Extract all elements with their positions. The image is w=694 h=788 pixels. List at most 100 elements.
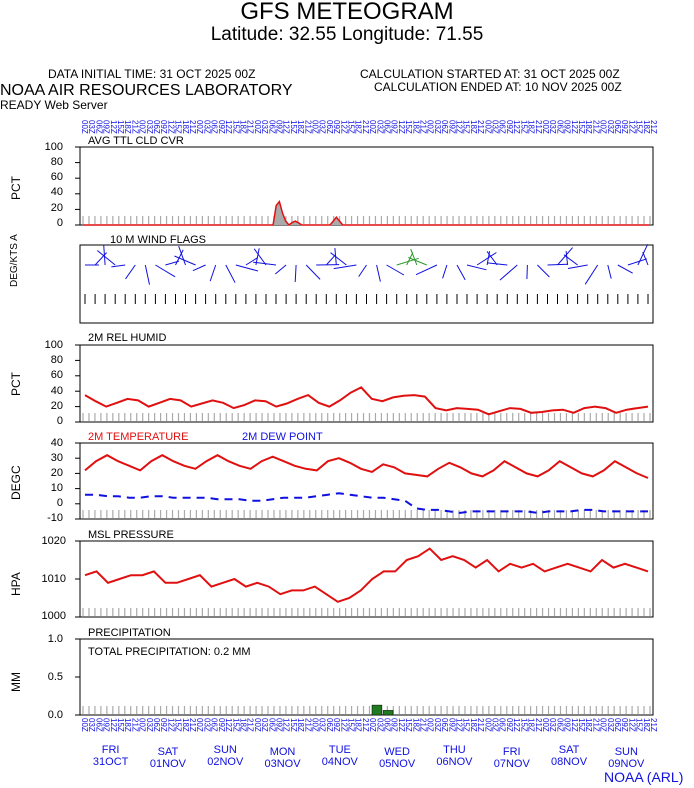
bottom-hour-tick: 09Z xyxy=(563,718,572,732)
bottom-hour-tick: 09Z xyxy=(620,718,629,732)
precip-bar xyxy=(382,710,394,716)
cloud-ytick: 100 xyxy=(44,141,63,153)
bottom-hour-tick: 18Z xyxy=(527,718,536,732)
wind-flag xyxy=(487,262,508,266)
day-date: 07NOV xyxy=(493,758,530,770)
day-label: TUE 04NOV xyxy=(315,744,365,768)
mslp-frame xyxy=(79,540,654,618)
wind-flag xyxy=(125,264,136,280)
bottom-hour-tick: 03Z xyxy=(375,718,384,732)
top-hour-tick: 18Z xyxy=(354,120,363,134)
top-hour-tick: 06Z xyxy=(613,120,622,134)
wind-frame xyxy=(79,244,654,324)
rh-ytick: 0 xyxy=(56,415,63,427)
temp-ytick: 30 xyxy=(50,452,63,464)
mslp-ytick: 1010 xyxy=(41,573,66,585)
day-name: SAT xyxy=(558,744,580,756)
rh-frame xyxy=(79,344,654,423)
top-hour-tick: 12Z xyxy=(224,120,233,134)
wind-flag xyxy=(209,264,217,282)
temp-ytick: -10 xyxy=(47,512,63,524)
bottom-hour-tick: 12Z xyxy=(512,718,521,732)
lab-name: NOAA AIR RESOURCES LABORATORY xyxy=(0,82,293,99)
wind-flag xyxy=(294,264,297,283)
bottom-hour-tick: 09Z xyxy=(102,718,111,732)
day-name: FRI xyxy=(502,746,521,758)
wind-flag xyxy=(178,246,186,266)
precip-ytick: 0.0 xyxy=(47,709,63,721)
bottom-hour-tick: 21Z xyxy=(476,718,485,732)
bottom-hour-tick: 15Z xyxy=(231,718,240,732)
top-hour-tick: 03Z xyxy=(87,120,96,134)
top-hour-tick: 21Z xyxy=(361,120,370,134)
day-label: FRI 31OCT xyxy=(86,744,136,768)
top-hour-tick: 00Z xyxy=(138,120,147,134)
top-hour-tick: 18Z xyxy=(123,120,132,134)
top-hour-tick: 18Z xyxy=(642,120,651,134)
top-hour-tick: 03Z xyxy=(145,120,154,134)
top-hour-tick: 15Z xyxy=(404,120,413,134)
top-hour-tick: 03Z xyxy=(202,120,211,134)
top-hour-tick: 18Z xyxy=(411,120,420,134)
bottom-hour-tick: 15Z xyxy=(519,718,528,732)
wind-flag xyxy=(476,252,497,266)
top-hour-tick: 18Z xyxy=(181,120,190,134)
mslp-ytick: 1020 xyxy=(41,535,66,547)
wind-flag xyxy=(358,264,367,277)
day-name: MON xyxy=(269,746,296,758)
top-hour-tick: 03Z xyxy=(491,120,500,134)
rh-ytick: 60 xyxy=(50,369,63,381)
bottom-hour-tick: 03Z xyxy=(548,718,557,732)
bottom-hour-tick: 06Z xyxy=(152,718,161,732)
day-label: SAT 08NOV xyxy=(544,744,594,768)
bottom-hour-tick: 12Z xyxy=(627,718,636,732)
top-hour-tick: 00Z xyxy=(80,120,89,134)
top-hour-tick: 21Z xyxy=(303,120,312,134)
top-hour-tick: 06Z xyxy=(267,120,276,134)
bottom-hour-tick: 03Z xyxy=(606,718,615,732)
day-date: 31OCT xyxy=(92,756,129,768)
bottom-hour-tick: 18Z xyxy=(354,718,363,732)
bottom-hour-tick: 21Z xyxy=(303,718,312,732)
bottom-hour-tick: 18Z xyxy=(469,718,478,732)
wind-flag xyxy=(245,257,258,266)
top-hour-tick: 06Z xyxy=(383,120,392,134)
top-hour-tick: 12Z xyxy=(570,120,579,134)
wind-flag xyxy=(486,251,498,266)
top-hour-tick: 06Z xyxy=(498,120,507,134)
bottom-hour-tick: 00Z xyxy=(195,718,204,732)
cloud-ytick: 40 xyxy=(50,186,63,198)
data-initial-time: DATA INITIAL TIME: 31 OCT 2025 00Z xyxy=(48,67,256,81)
cloud-ytick: 20 xyxy=(50,202,63,214)
cloud-title: AVG TTL CLD CVR xyxy=(88,135,184,147)
rh-ytick: 40 xyxy=(50,385,63,397)
bottom-hour-tick: 06Z xyxy=(498,718,507,732)
top-hour-tick: 09Z xyxy=(620,120,629,134)
wind-flag xyxy=(607,264,612,279)
top-hour-tick: 06Z xyxy=(555,120,564,134)
bottom-hour-tick: 21Z xyxy=(419,718,428,732)
wind-flag xyxy=(442,264,448,279)
wind-flag xyxy=(253,248,267,266)
bottom-hour-tick: 18Z xyxy=(123,718,132,732)
bottom-hour-tick: 21Z xyxy=(188,718,197,732)
top-hour-tick: 12Z xyxy=(166,120,175,134)
day-label: MON 03NOV xyxy=(258,746,308,770)
bottom-hour-tick: 18Z xyxy=(411,718,420,732)
bottom-hour-tick: 00Z xyxy=(253,718,262,732)
footer-credit: NOAA (ARL) xyxy=(604,769,684,785)
temperature-line xyxy=(84,454,649,479)
day-name: WED xyxy=(384,746,410,758)
wind-flag xyxy=(642,251,649,266)
wind-flag xyxy=(499,264,518,281)
top-hour-tick: 15Z xyxy=(174,120,183,134)
wind-flag xyxy=(325,254,337,266)
wind-flag xyxy=(567,264,588,269)
bottom-hour-tick: 09Z xyxy=(159,718,168,732)
wind-flag xyxy=(225,264,236,283)
temp-ytick: 10 xyxy=(50,482,63,494)
top-hour-tick: 09Z xyxy=(275,120,284,134)
bottom-hour-tick: 00Z xyxy=(483,718,492,732)
day-date: 01NOV xyxy=(149,758,186,770)
